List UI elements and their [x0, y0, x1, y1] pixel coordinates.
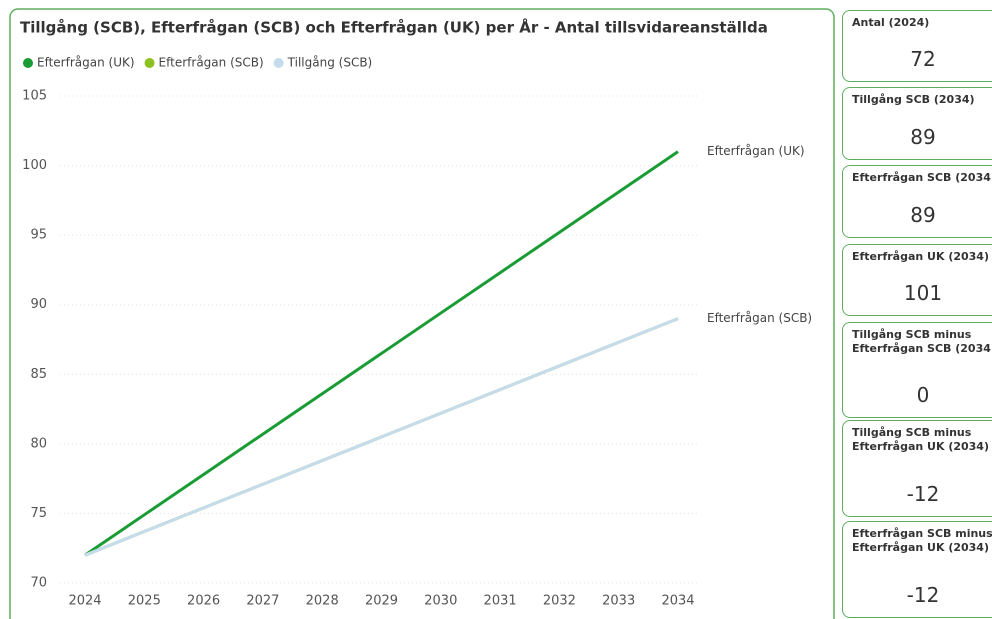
y-tick-label: 95 — [30, 228, 47, 243]
x-tick-label: 2026 — [187, 594, 220, 609]
legend-marker — [144, 58, 155, 68]
card-value: -12 — [906, 482, 940, 506]
legend-label: Tillgång (SCB) — [287, 56, 373, 70]
card-value: 72 — [910, 47, 936, 71]
card-value: 89 — [910, 203, 936, 227]
x-tick-label: 2033 — [602, 594, 635, 609]
legend-marker — [273, 58, 284, 68]
y-tick-label: 75 — [30, 506, 47, 521]
y-tick-label: 105 — [22, 89, 47, 104]
x-tick-label: 2028 — [306, 594, 339, 609]
kpi-card: Tillgång SCB minus Efterfrågan SCB (2034… — [842, 322, 992, 418]
card-title: Tillgång SCB minus Efterfrågan SCB (2034… — [852, 328, 992, 355]
kpi-card: Efterfrågan SCB minus Efterfrågan UK (20… — [842, 521, 992, 618]
kpi-card: Tillgång SCB (2034) 89 — [842, 87, 992, 160]
series-line — [84, 150, 679, 557]
x-tick-label: 2024 — [68, 594, 101, 609]
x-tick-label: 2034 — [661, 594, 694, 609]
card-value: 0 — [916, 383, 930, 407]
kpi-card: Tillgång SCB minus Efterfrågan UK (2034)… — [842, 420, 992, 517]
kpi-card: Efterfrågan SCB (2034) 89 — [842, 165, 992, 238]
y-tick-label: 70 — [30, 576, 47, 591]
y-tick-label: 90 — [30, 297, 47, 312]
card-title: Efterfrågan SCB (2034) — [852, 171, 992, 184]
x-tick-label: 2031 — [484, 594, 517, 609]
card-value: 101 — [903, 281, 943, 305]
card-title: Tillgång SCB minus Efterfrågan UK (2034) — [852, 426, 989, 453]
chart-title: Tillgång (SCB), Efterfrågan (SCB) och Ef… — [20, 18, 768, 37]
kpi-card: Antal (2024) 72 — [842, 10, 992, 82]
legend-label: Efterfrågan (SCB) — [159, 56, 264, 70]
x-tick-label: 2027 — [246, 594, 279, 609]
series-line — [84, 317, 679, 557]
card-title: Antal (2024) — [852, 16, 930, 29]
end-label: Efterfrågan (SCB) — [707, 311, 812, 325]
x-tick-label: 2030 — [424, 594, 457, 609]
card-title: Efterfrågan SCB minus Efterfrågan UK (20… — [852, 527, 992, 554]
card-title: Efterfrågan UK (2034) — [852, 250, 989, 263]
end-label: Efterfrågan (UK) — [707, 144, 805, 158]
legend-label: Efterfrågan (UK) — [37, 56, 135, 70]
x-tick-label: 2025 — [128, 594, 161, 609]
x-tick-label: 2032 — [543, 594, 576, 609]
y-tick-label: 80 — [30, 436, 47, 451]
y-tick-label: 100 — [22, 158, 47, 173]
card-value: -12 — [906, 583, 940, 607]
card-value: 89 — [910, 125, 936, 149]
x-tick-label: 2029 — [365, 594, 398, 609]
chart: Tillgång (SCB), Efterfrågan (SCB) och Ef… — [9, 8, 835, 619]
legend-marker — [23, 58, 33, 68]
card-title: Tillgång SCB (2034) — [852, 93, 975, 106]
y-tick-label: 85 — [30, 367, 47, 382]
kpi-card: Efterfrågan UK (2034) 101 — [842, 244, 992, 316]
